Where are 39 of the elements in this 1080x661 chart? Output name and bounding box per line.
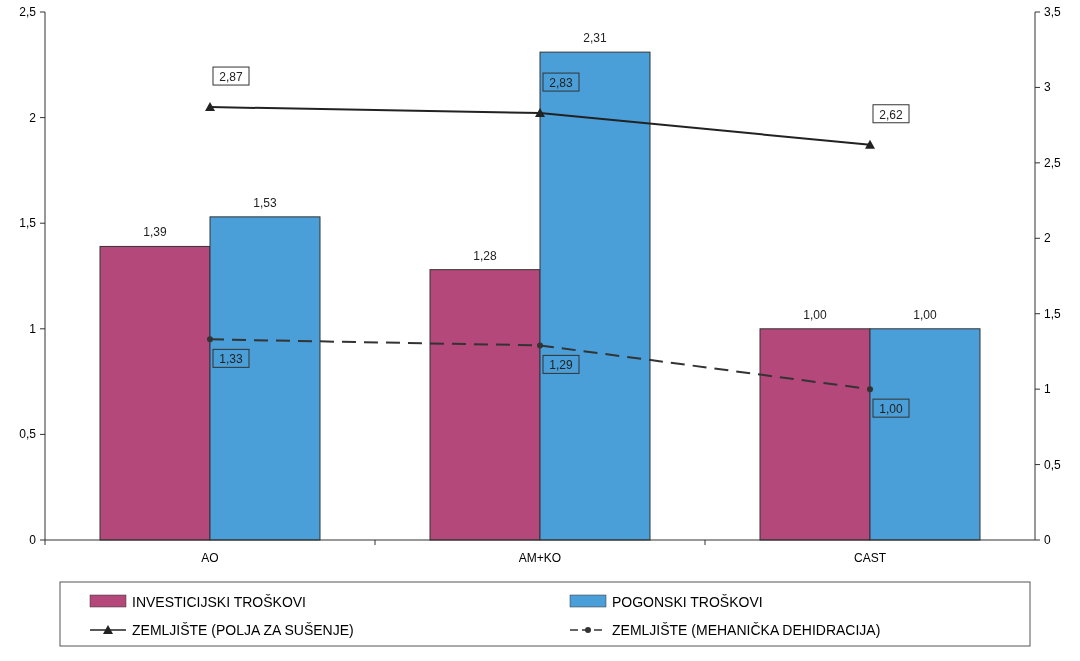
point bbox=[867, 386, 873, 393]
y-tick-label: 2,5 bbox=[19, 5, 37, 19]
legend-label: ZEMLJIŠTE (MEHANIČKA DEHIDRACIJA) bbox=[612, 622, 881, 638]
y-tick-label: 2 bbox=[29, 110, 37, 125]
data-label: 1,00 bbox=[803, 307, 827, 322]
data-label: 1,28 bbox=[473, 248, 497, 263]
data-label: 1,53 bbox=[253, 195, 277, 210]
y-tick-label: 0,5 bbox=[19, 427, 37, 442]
y2-tick-label: 3,5 bbox=[1044, 5, 1062, 19]
data-label: 2,83 bbox=[549, 76, 573, 91]
data-label: 2,31 bbox=[583, 31, 607, 46]
data-label: 1,39 bbox=[143, 225, 167, 240]
data-label: 1,29 bbox=[549, 358, 573, 373]
x-tick-label: CAST bbox=[853, 551, 887, 565]
y2-tick-label: 1,5 bbox=[1044, 306, 1062, 321]
data-label: 1,33 bbox=[219, 352, 243, 367]
y-tick-label: 1,5 bbox=[19, 216, 37, 231]
data-label: 1,00 bbox=[913, 307, 937, 322]
point bbox=[537, 342, 543, 349]
x-tick-label: AM+KO bbox=[518, 551, 562, 565]
y2-tick-label: 0,5 bbox=[1044, 457, 1062, 472]
y2-tick-label: 2 bbox=[1044, 231, 1051, 246]
point bbox=[207, 336, 213, 343]
legend-label: ZEMLJIŠTE (POLJA ZA SUŠENJE) bbox=[132, 622, 354, 638]
y-tick-label: 0 bbox=[29, 533, 37, 547]
legend-label: INVESTICIJSKI TROŠKOVI bbox=[132, 594, 307, 610]
y2-tick-label: 2,5 bbox=[1044, 155, 1062, 170]
x-tick-label: AO bbox=[201, 551, 219, 565]
y2-tick-label: 1 bbox=[1044, 382, 1051, 397]
data-label: 2,62 bbox=[879, 107, 903, 122]
legend-label: POGONSKI TROŠKOVI bbox=[612, 594, 763, 610]
y-tick-label: 1 bbox=[29, 321, 37, 336]
point bbox=[205, 102, 215, 112]
point bbox=[865, 139, 875, 149]
point bbox=[535, 108, 545, 118]
y2-tick-label: 3 bbox=[1044, 80, 1051, 95]
data-label: 2,87 bbox=[219, 70, 243, 85]
data-label: 1,00 bbox=[879, 402, 903, 417]
y2-tick-label: 0 bbox=[1044, 533, 1051, 547]
